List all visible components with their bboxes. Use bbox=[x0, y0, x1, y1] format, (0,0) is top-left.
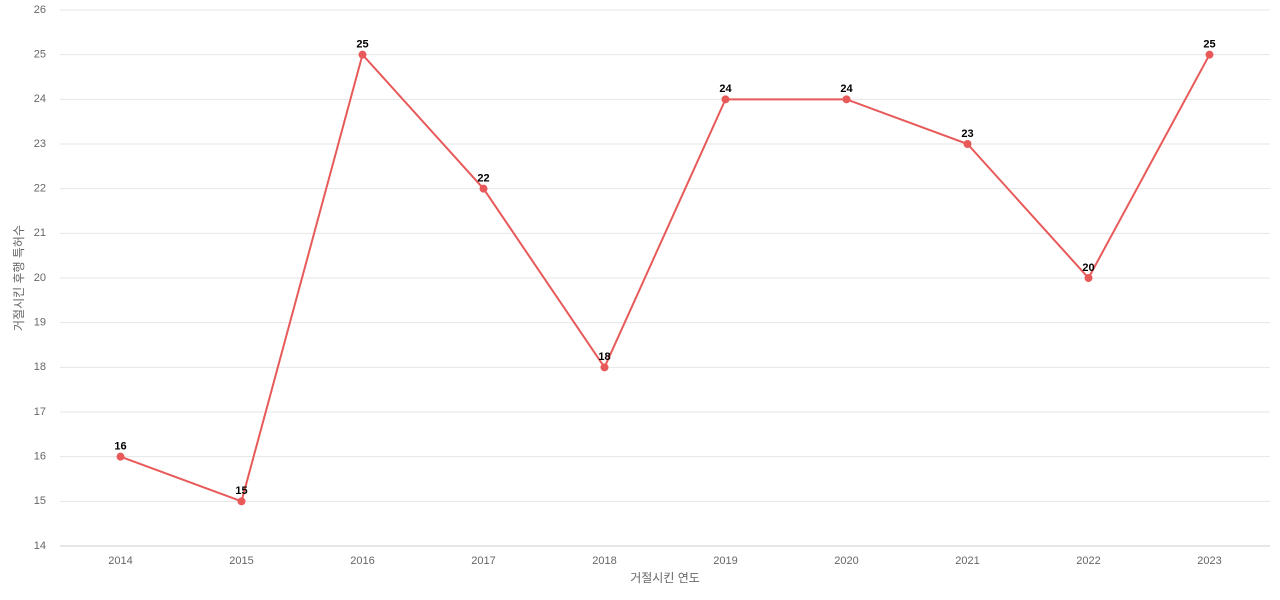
x-tick-label: 2021 bbox=[955, 555, 979, 567]
value-label: 25 bbox=[1203, 39, 1215, 51]
value-label: 20 bbox=[1082, 262, 1094, 274]
point bbox=[721, 95, 730, 104]
x-tick-label: 2015 bbox=[229, 555, 253, 567]
point bbox=[479, 184, 488, 193]
value-label: 22 bbox=[477, 173, 489, 185]
x-tick-label: 2014 bbox=[108, 555, 132, 567]
point bbox=[963, 140, 972, 148]
point bbox=[842, 95, 851, 104]
point bbox=[116, 452, 125, 461]
x-axis-title: 거절시킨 연도 bbox=[630, 571, 700, 585]
y-tick-label: 17 bbox=[34, 406, 46, 418]
y-tick-label: 26 bbox=[34, 4, 46, 16]
y-tick-label: 19 bbox=[34, 317, 46, 329]
y-tick-label: 21 bbox=[34, 227, 46, 239]
value-label: 24 bbox=[719, 83, 732, 95]
x-tick-label: 2018 bbox=[592, 555, 616, 567]
line bbox=[120, 52, 1211, 503]
y-tick-label: 24 bbox=[34, 93, 46, 105]
x-tick-label: 2023 bbox=[1197, 555, 1221, 567]
x-tick-label: 2017 bbox=[471, 555, 495, 567]
y-tick-label: 22 bbox=[34, 183, 46, 195]
y-tick-label: 18 bbox=[34, 361, 46, 373]
y-tick-label: 20 bbox=[34, 272, 46, 284]
y-tick-label: 15 bbox=[34, 495, 46, 507]
point bbox=[358, 50, 367, 59]
value-label: 15 bbox=[235, 485, 247, 497]
value-label: 16 bbox=[114, 441, 126, 453]
x-tick-label: 2019 bbox=[713, 555, 737, 567]
y-axis-title: 거절시킨 후행 특허수 bbox=[11, 225, 26, 331]
point bbox=[237, 497, 246, 506]
value-label: 24 bbox=[840, 83, 853, 95]
x-tick-label: 2020 bbox=[834, 555, 858, 567]
point bbox=[1084, 274, 1093, 282]
x-tick-label: 2016 bbox=[350, 555, 374, 567]
y-tick-label: 23 bbox=[34, 138, 46, 150]
x-tick-label: 2022 bbox=[1076, 555, 1100, 567]
value-label: 23 bbox=[961, 128, 973, 140]
y-tick-label: 14 bbox=[34, 540, 46, 552]
point bbox=[600, 363, 609, 372]
y-tick-label: 25 bbox=[34, 49, 46, 61]
point bbox=[1205, 50, 1214, 59]
value-label: 25 bbox=[356, 39, 368, 51]
value-label: 18 bbox=[598, 351, 610, 363]
y-tick-label: 16 bbox=[34, 451, 46, 463]
